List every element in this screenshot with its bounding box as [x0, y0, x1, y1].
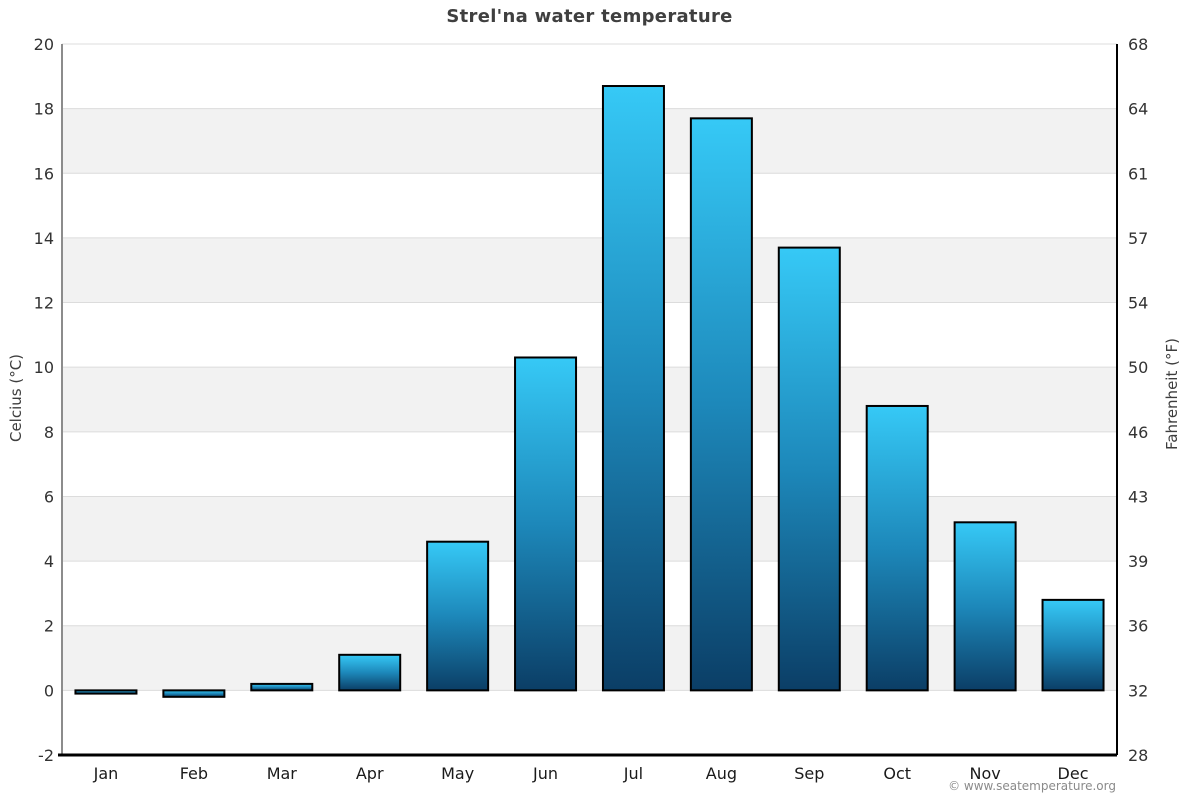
plot-band	[62, 496, 1117, 562]
y-tick-celsius-12: 12	[34, 294, 54, 313]
x-tick-aug: Aug	[706, 764, 737, 783]
x-tick-dec: Dec	[1058, 764, 1089, 783]
x-tick-may: May	[441, 764, 474, 783]
y-tick-celsius-16: 16	[34, 164, 54, 183]
y-tick-celsius-2: 2	[44, 617, 54, 636]
y-tick-fahrenheit-36: 36	[1128, 617, 1148, 636]
bar-aug[interactable]	[689, 117, 753, 692]
plot-band	[62, 108, 1117, 174]
x-tick-oct: Oct	[883, 764, 911, 783]
bar-apr[interactable]	[338, 653, 402, 692]
chart-title: Strel'na water temperature	[446, 6, 733, 27]
y-tick-celsius-20: 20	[34, 35, 54, 54]
y-tick-fahrenheit-39: 39	[1128, 552, 1148, 571]
x-tick-feb: Feb	[180, 764, 208, 783]
y-tick-fahrenheit-46: 46	[1128, 423, 1148, 442]
plot-band	[62, 625, 1117, 691]
y-tick-celsius-8: 8	[44, 423, 54, 442]
bar-mar[interactable]	[250, 682, 314, 692]
x-tick-jun: Jun	[532, 764, 558, 783]
bar-jan[interactable]	[74, 689, 138, 695]
bar-may[interactable]	[426, 540, 490, 692]
bar-feb[interactable]	[162, 689, 226, 698]
y-tick-fahrenheit-50: 50	[1128, 358, 1148, 377]
y-tick-celsius-0: 0	[44, 681, 54, 700]
y-tick-celsius-10: 10	[34, 358, 54, 377]
y-tick-fahrenheit-57: 57	[1128, 229, 1148, 248]
x-tick-apr: Apr	[356, 764, 384, 783]
bar-oct[interactable]	[865, 404, 929, 692]
y-tick-fahrenheit-28: 28	[1128, 746, 1148, 765]
y-tick-fahrenheit-61: 61	[1128, 164, 1148, 183]
y-tick-celsius--2: -2	[38, 746, 54, 765]
y-tick-celsius-18: 18	[34, 100, 54, 119]
bar-jul[interactable]	[601, 85, 665, 692]
x-tick-mar: Mar	[267, 764, 298, 783]
bar-nov[interactable]	[953, 521, 1017, 692]
y-tick-fahrenheit-54: 54	[1128, 294, 1148, 313]
x-tick-jan: Jan	[93, 764, 119, 783]
x-tick-sep: Sep	[794, 764, 824, 783]
plot-band	[62, 237, 1117, 303]
y-tick-fahrenheit-64: 64	[1128, 100, 1148, 119]
copyright-credit: © www.seatemperature.org	[948, 779, 1116, 793]
bar-dec[interactable]	[1041, 598, 1105, 692]
x-tick-nov: Nov	[970, 764, 1001, 783]
y-tick-celsius-14: 14	[34, 229, 54, 248]
bar-jun[interactable]	[514, 356, 578, 692]
y-tick-fahrenheit-68: 68	[1128, 35, 1148, 54]
y-tick-celsius-4: 4	[44, 552, 54, 571]
y-tick-fahrenheit-43: 43	[1128, 487, 1148, 506]
x-tick-jul: Jul	[623, 764, 643, 783]
y-tick-celsius-6: 6	[44, 487, 54, 506]
y-tick-fahrenheit-32: 32	[1128, 681, 1148, 700]
plot-band	[62, 367, 1117, 432]
bar-sep[interactable]	[777, 246, 841, 692]
